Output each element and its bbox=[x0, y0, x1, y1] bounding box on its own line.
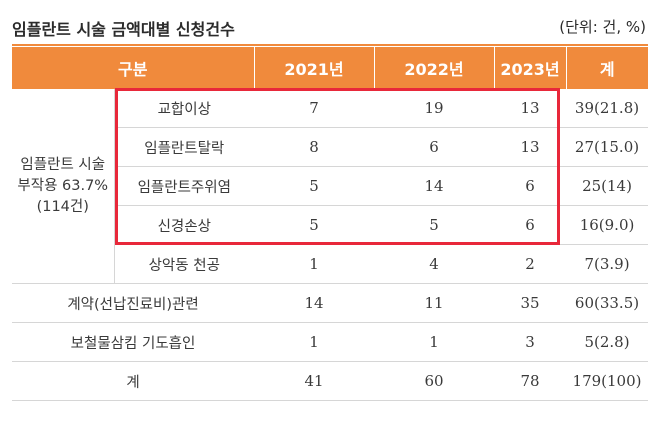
cell-2022: 6 bbox=[374, 127, 495, 167]
cell-2021: 7 bbox=[254, 89, 375, 128]
cell-total: 5(2.8) bbox=[566, 322, 649, 362]
cell-2021: 5 bbox=[254, 166, 375, 206]
row-label: 보철물삼킴 기도흡인 bbox=[12, 322, 255, 362]
cell-total: 179(100) bbox=[566, 361, 649, 401]
table-row: 계약(선납진료비)관련 14 11 35 60(33.5) bbox=[12, 283, 649, 323]
row-label: 임플란트주위염 bbox=[113, 166, 255, 206]
cell-2022: 11 bbox=[374, 283, 495, 323]
header-total: 계 bbox=[565, 47, 649, 89]
unit-note: (단위: 건, %) bbox=[559, 18, 646, 36]
row-label: 계 bbox=[12, 361, 255, 401]
header-row: 구분 2021년 2022년 2023년 계 bbox=[12, 47, 649, 89]
cell-2021: 8 bbox=[254, 127, 375, 167]
row-label: 교합이상 bbox=[113, 89, 255, 128]
cell-2023: 6 bbox=[494, 166, 567, 206]
cell-2023: 35 bbox=[494, 283, 567, 323]
data-table: 구분 2021년 2022년 2023년 계 임플란트 시술 부작용 63.7%… bbox=[12, 47, 649, 401]
cell-2023: 13 bbox=[494, 89, 567, 128]
table-row: 임플란트탈락 8 6 13 27(15.0) bbox=[12, 127, 649, 167]
row-label: 임플란트탈락 bbox=[113, 127, 255, 167]
cell-2021: 5 bbox=[254, 205, 375, 245]
cell-2023: 13 bbox=[494, 127, 567, 167]
header-top-rule bbox=[12, 44, 648, 46]
cell-total: 39(21.8) bbox=[566, 89, 649, 128]
cell-2022: 4 bbox=[374, 244, 495, 284]
cell-2022: 1 bbox=[374, 322, 495, 362]
cell-2021: 1 bbox=[254, 244, 375, 284]
cell-total: 27(15.0) bbox=[566, 127, 649, 167]
table-row: 신경손상 5 5 6 16(9.0) bbox=[12, 205, 649, 245]
cell-2022: 19 bbox=[374, 89, 495, 128]
row-label: 신경손상 bbox=[113, 205, 255, 245]
cell-total: 16(9.0) bbox=[566, 205, 649, 245]
cell-total: 25(14) bbox=[566, 166, 649, 206]
cell-total: 7(3.9) bbox=[566, 244, 649, 284]
cell-total: 60(33.5) bbox=[566, 283, 649, 323]
cell-2023: 6 bbox=[494, 205, 567, 245]
cell-2023: 2 bbox=[494, 244, 567, 284]
header-2021: 2021년 bbox=[253, 47, 375, 89]
header-category: 구분 bbox=[12, 47, 255, 89]
table-row: 임플란트 시술 부작용 63.7%(114건) 교합이상 7 19 13 39(… bbox=[12, 89, 649, 284]
cell-2023: 78 bbox=[494, 361, 567, 401]
header-2022: 2022년 bbox=[373, 47, 495, 89]
row-label: 상악동 천공 bbox=[113, 244, 255, 284]
cell-2022: 60 bbox=[374, 361, 495, 401]
table-row: 상악동 천공 1 4 2 7(3.9) bbox=[12, 244, 649, 284]
cell-2023: 3 bbox=[494, 322, 567, 362]
cell-2021: 14 bbox=[254, 283, 375, 323]
table-title: 임플란트 시술 금액대별 신청건수 bbox=[12, 20, 235, 39]
header-2023: 2023년 bbox=[493, 47, 567, 89]
cell-2021: 41 bbox=[254, 361, 375, 401]
table-row: 임플란트주위염 5 14 6 25(14) bbox=[12, 166, 649, 206]
cell-2021: 1 bbox=[254, 322, 375, 362]
cell-2022: 14 bbox=[374, 166, 495, 206]
group-label: 임플란트 시술 부작용 63.7%(114건) bbox=[12, 89, 114, 284]
cell-2022: 5 bbox=[374, 205, 495, 245]
table-row: 보철물삼킴 기도흡인 1 1 3 5(2.8) bbox=[12, 322, 649, 362]
total-row: 계 41 60 78 179(100) bbox=[12, 361, 649, 401]
row-label: 계약(선납진료비)관련 bbox=[12, 283, 255, 323]
